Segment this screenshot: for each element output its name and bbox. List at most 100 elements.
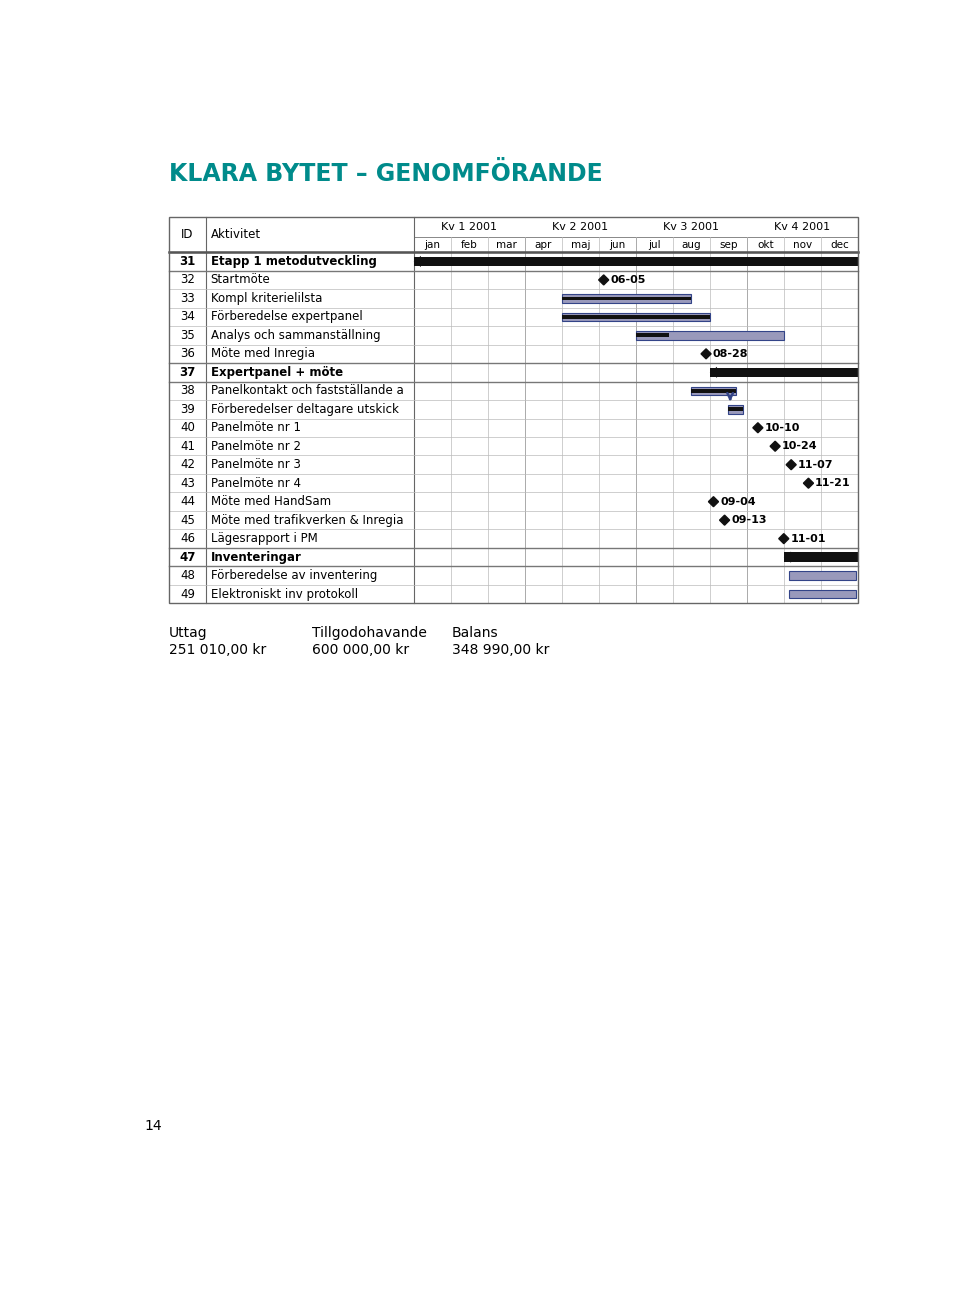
Text: jan: jan	[424, 239, 441, 249]
Text: Analys och sammanställning: Analys och sammanställning	[210, 329, 380, 342]
Text: Panelmöte nr 1: Panelmöte nr 1	[210, 422, 300, 435]
Text: 38: 38	[180, 384, 195, 397]
Text: Förberedelser deltagare utskick: Förberedelser deltagare utskick	[210, 402, 398, 415]
Text: Kv 4 2001: Kv 4 2001	[774, 222, 830, 231]
Bar	[414, 257, 858, 266]
Bar	[709, 367, 858, 377]
Text: Aktivitet: Aktivitet	[210, 229, 261, 242]
Text: 34: 34	[180, 311, 195, 324]
Polygon shape	[770, 441, 780, 452]
Text: Kv 1 2001: Kv 1 2001	[442, 222, 497, 231]
Text: feb: feb	[461, 239, 478, 249]
Text: 32: 32	[180, 273, 195, 286]
Text: 11-07: 11-07	[798, 460, 833, 470]
Polygon shape	[753, 423, 763, 432]
Text: dec: dec	[830, 239, 849, 249]
Text: 49: 49	[180, 588, 195, 601]
Text: Panelmöte nr 3: Panelmöte nr 3	[210, 458, 300, 471]
Text: Kv 2 2001: Kv 2 2001	[552, 222, 609, 231]
Polygon shape	[804, 478, 813, 488]
Text: 45: 45	[180, 513, 195, 526]
Bar	[562, 294, 691, 303]
Text: Möte med trafikverken & Inregia: Möte med trafikverken & Inregia	[210, 513, 403, 526]
Polygon shape	[783, 551, 791, 563]
Text: 09-04: 09-04	[720, 496, 756, 507]
Text: 10-24: 10-24	[781, 441, 817, 452]
Text: aug: aug	[682, 239, 701, 249]
Bar	[636, 333, 669, 337]
Bar	[691, 387, 735, 394]
Text: Möte med Inregia: Möte med Inregia	[210, 347, 315, 360]
Polygon shape	[701, 349, 711, 359]
Bar	[562, 296, 691, 300]
Text: apr: apr	[535, 239, 552, 249]
Text: Panelmöte nr 4: Panelmöte nr 4	[210, 477, 300, 490]
Bar	[691, 389, 735, 393]
Text: 11-01: 11-01	[790, 534, 826, 543]
Text: 348 990,00 kr: 348 990,00 kr	[452, 644, 549, 657]
Text: Elektroniskt inv protokoll: Elektroniskt inv protokoll	[210, 588, 358, 601]
Bar	[789, 590, 856, 598]
Text: mar: mar	[495, 239, 516, 249]
Text: 600 000,00 kr: 600 000,00 kr	[312, 644, 409, 657]
Text: sep: sep	[719, 239, 737, 249]
Text: 06-05: 06-05	[611, 276, 646, 285]
Text: 48: 48	[180, 569, 195, 582]
Text: 10-10: 10-10	[764, 423, 800, 432]
Bar	[636, 332, 783, 340]
Text: Förberedelse expertpanel: Förberedelse expertpanel	[210, 311, 363, 324]
Bar	[783, 552, 858, 562]
Text: 44: 44	[180, 495, 195, 508]
Text: KLARA BYTET – GENOMFÖRANDE: KLARA BYTET – GENOMFÖRANDE	[169, 162, 603, 185]
Text: Kompl kriterielilsta: Kompl kriterielilsta	[210, 293, 322, 304]
Polygon shape	[720, 515, 730, 525]
Bar	[562, 315, 709, 319]
Bar	[729, 405, 743, 414]
Text: jun: jun	[610, 239, 625, 249]
Text: 14: 14	[145, 1119, 162, 1134]
Polygon shape	[599, 276, 609, 285]
Text: Tillgodohavande: Tillgodohavande	[312, 627, 427, 640]
Text: 31: 31	[180, 255, 196, 268]
Text: Uttag: Uttag	[169, 627, 207, 640]
Text: 46: 46	[180, 532, 195, 545]
Text: 33: 33	[180, 293, 195, 304]
Text: 42: 42	[180, 458, 195, 471]
Text: Expertpanel + möte: Expertpanel + möte	[210, 366, 343, 379]
Bar	[169, 217, 858, 603]
Text: Etapp 1 metodutveckling: Etapp 1 metodutveckling	[210, 255, 376, 268]
Text: Startmöte: Startmöte	[210, 273, 271, 286]
Text: 41: 41	[180, 440, 195, 453]
Text: Kv 3 2001: Kv 3 2001	[663, 222, 719, 231]
Text: Inventeringar: Inventeringar	[210, 551, 301, 564]
Text: 35: 35	[180, 329, 195, 342]
Text: Lägesrapport i PM: Lägesrapport i PM	[210, 532, 318, 545]
Text: 47: 47	[180, 551, 196, 564]
Text: 09-13: 09-13	[732, 515, 767, 525]
Bar	[789, 571, 856, 580]
Text: 36: 36	[180, 347, 195, 360]
Text: 37: 37	[180, 366, 196, 379]
Polygon shape	[709, 367, 717, 377]
Polygon shape	[708, 496, 718, 507]
Text: jul: jul	[648, 239, 660, 249]
Text: Panelmöte nr 2: Panelmöte nr 2	[210, 440, 300, 453]
Text: 40: 40	[180, 422, 195, 435]
Text: 39: 39	[180, 402, 195, 415]
Text: 43: 43	[180, 477, 195, 490]
Text: 251 010,00 kr: 251 010,00 kr	[169, 644, 266, 657]
Text: Förberedelse av inventering: Förberedelse av inventering	[210, 569, 377, 582]
Text: 11-21: 11-21	[815, 478, 851, 488]
Text: Panelkontakt och fastställande a: Panelkontakt och fastställande a	[210, 384, 403, 397]
Text: Möte med HandSam: Möte med HandSam	[210, 495, 331, 508]
Text: 08-28: 08-28	[712, 349, 748, 359]
Polygon shape	[414, 256, 421, 266]
Text: okt: okt	[757, 239, 774, 249]
Polygon shape	[779, 534, 789, 543]
Text: maj: maj	[570, 239, 590, 249]
Polygon shape	[786, 460, 796, 470]
Text: nov: nov	[793, 239, 812, 249]
Text: Balans: Balans	[452, 627, 498, 640]
Bar	[562, 312, 709, 321]
Bar	[729, 407, 743, 411]
